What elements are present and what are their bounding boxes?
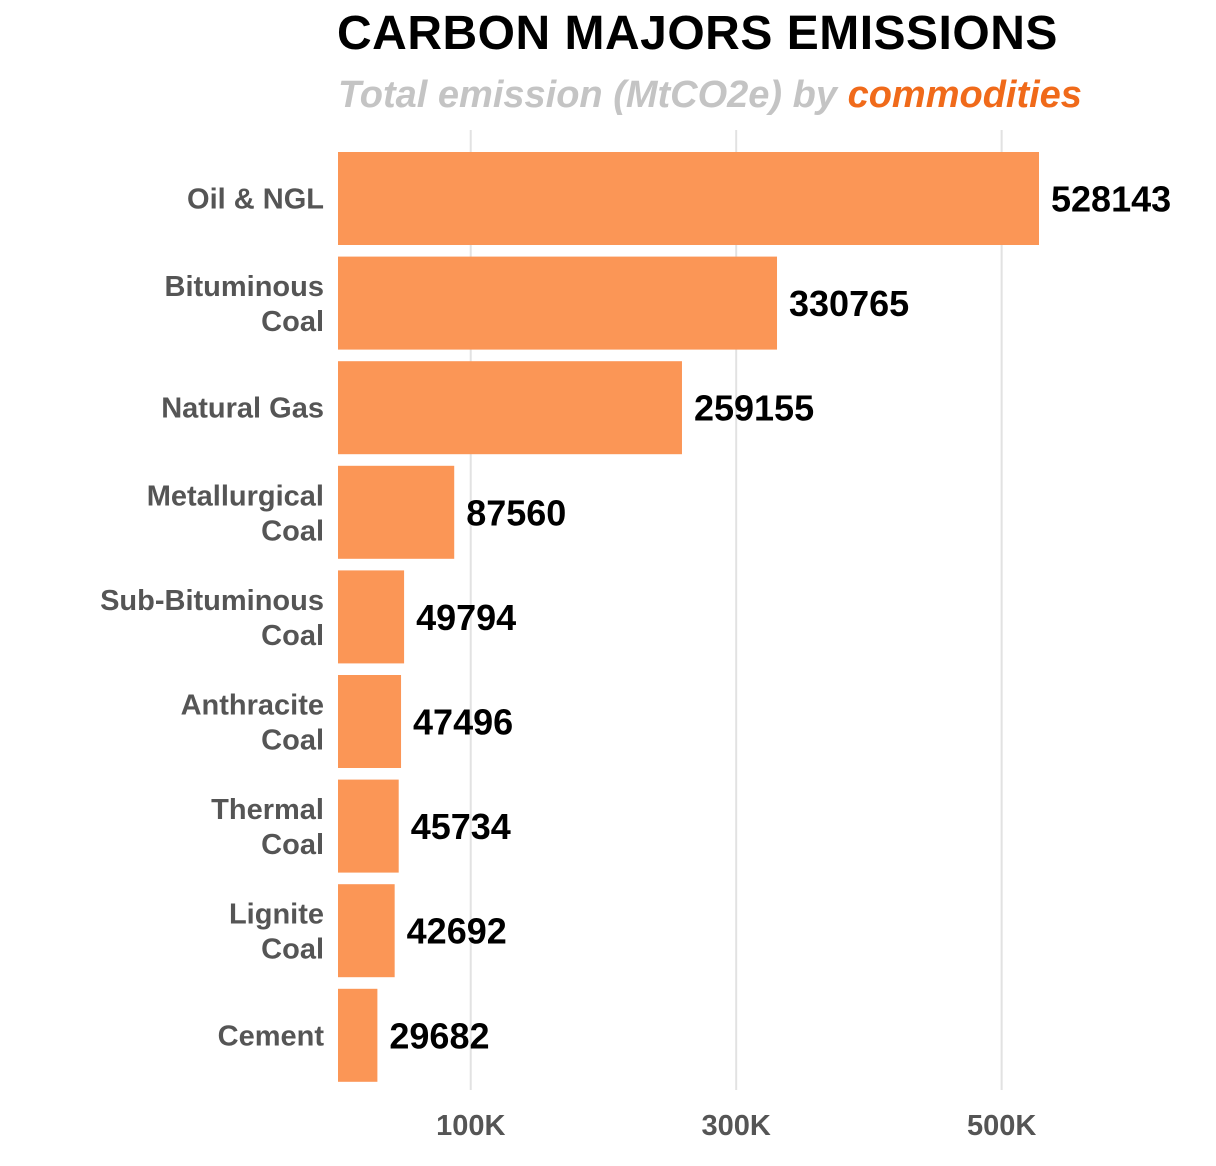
category-label-line: Sub-Bituminous xyxy=(100,585,324,617)
subtitle-highlight: commodities xyxy=(847,74,1082,116)
bar xyxy=(338,361,682,455)
category-label: Natural Gas xyxy=(161,393,324,425)
chart-title: CARBON MAJORS EMISSIONS xyxy=(337,7,1058,60)
category-label: Anthracite Coal xyxy=(181,690,324,757)
value-label: 259155 xyxy=(694,388,814,429)
category-label-line: Coal xyxy=(261,306,324,338)
x-tick-label: 300K xyxy=(702,1110,771,1142)
x-tick-label: 500K xyxy=(967,1110,1036,1142)
category-label-line: Coal xyxy=(261,829,324,861)
category-label: Sub-Bituminous Coal xyxy=(100,585,324,652)
category-label: Cement xyxy=(218,1020,325,1052)
category-label: Bituminous Coal xyxy=(165,271,325,338)
value-label: 45734 xyxy=(411,806,511,847)
category-label-line: Bituminous xyxy=(165,271,325,303)
bar xyxy=(338,152,1039,245)
bar xyxy=(338,988,378,1082)
value-label: 528143 xyxy=(1051,179,1171,220)
category-label-line: Lignite xyxy=(229,899,324,931)
value-label: 49794 xyxy=(416,597,516,638)
bar xyxy=(338,465,455,559)
value-label: 42692 xyxy=(407,911,507,952)
x-tick-label: 100K xyxy=(436,1110,505,1142)
bar xyxy=(338,884,395,978)
bar xyxy=(338,779,399,873)
category-label: Oil & NGL xyxy=(187,184,324,216)
category-label-line: Coal xyxy=(261,934,324,966)
bar xyxy=(338,256,778,350)
category-label: Thermal Coal xyxy=(211,794,324,861)
value-label: 47496 xyxy=(413,702,513,743)
bar xyxy=(338,570,405,664)
category-label-line: Metallurgical xyxy=(147,480,324,512)
value-label: 330765 xyxy=(789,283,909,324)
category-label: Lignite Coal xyxy=(229,899,324,966)
category-label-line: Thermal xyxy=(211,794,324,826)
value-label: 29682 xyxy=(389,1015,489,1056)
value-label: 87560 xyxy=(466,492,566,533)
bars xyxy=(338,152,1039,1082)
category-label-line: Coal xyxy=(261,620,324,652)
subtitle-text: Total emission (MtCO2e) by xyxy=(338,74,848,116)
bar xyxy=(338,675,402,768)
chart-subtitle: Total emission (MtCO2e) by commodities xyxy=(338,74,1082,117)
category-label-line: Anthracite xyxy=(181,690,324,722)
category-label-line: Coal xyxy=(261,515,324,547)
category-label: Metallurgical Coal xyxy=(147,480,324,547)
category-label-line: Coal xyxy=(261,725,324,757)
